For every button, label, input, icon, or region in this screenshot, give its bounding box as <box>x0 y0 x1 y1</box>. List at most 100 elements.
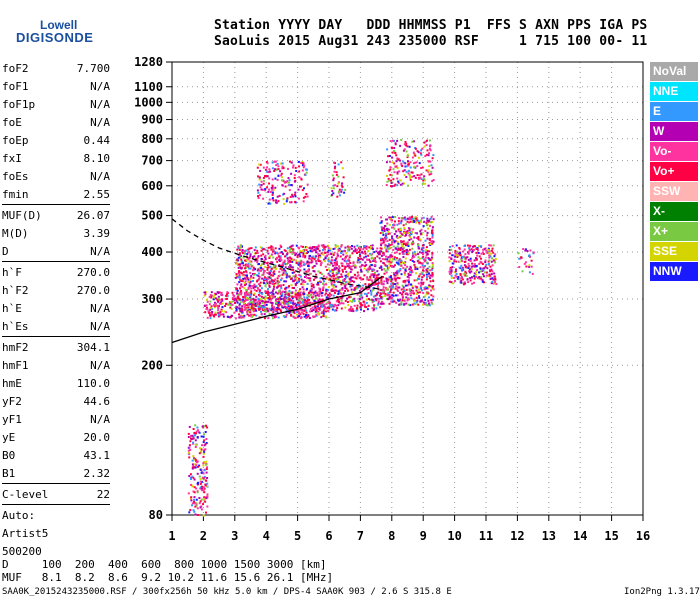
echo-point <box>276 260 279 263</box>
echo-point <box>473 281 475 284</box>
echo-point <box>382 276 385 278</box>
echo-point <box>241 272 243 275</box>
echo-point <box>425 268 428 271</box>
echo-point <box>387 288 390 291</box>
param-row: foF2 7.700 <box>2 60 110 78</box>
echo-point <box>334 244 337 247</box>
echo-point <box>394 264 396 267</box>
echo-point <box>396 276 399 279</box>
echo-point <box>354 266 357 269</box>
echo-point <box>263 256 266 259</box>
echo-point <box>289 301 292 304</box>
echo-point <box>202 489 205 492</box>
echo-point <box>234 276 237 279</box>
echo-point <box>284 291 287 294</box>
echo-point <box>398 303 401 306</box>
echo-point <box>315 255 318 258</box>
echo-point <box>256 301 259 304</box>
echo-point <box>383 280 386 283</box>
echo-point <box>205 460 208 463</box>
echo-point <box>208 311 211 314</box>
echo-point <box>417 278 420 280</box>
echo-point <box>316 305 319 308</box>
echo-point <box>260 180 263 183</box>
echo-point <box>293 287 295 289</box>
echo-point <box>253 299 256 302</box>
echo-point <box>269 308 272 311</box>
echo-point <box>408 289 411 292</box>
echo-point <box>402 280 405 283</box>
echo-point <box>452 282 455 285</box>
echo-point <box>191 459 194 462</box>
echo-point <box>418 247 421 250</box>
echo-point <box>409 161 412 164</box>
echo-point <box>204 461 207 464</box>
echo-point <box>256 259 259 262</box>
echo-point <box>401 245 404 248</box>
echo-point <box>341 288 344 291</box>
echo-point <box>203 491 206 494</box>
echo-point <box>199 482 202 485</box>
echo-point <box>400 301 403 304</box>
echo-point <box>327 244 330 247</box>
echo-point <box>363 310 365 313</box>
echo-point <box>390 286 393 289</box>
echo-point <box>264 317 266 320</box>
footer-distance-line: D 100 200 400 600 800 1000 1500 3000 [km… <box>2 558 327 571</box>
echo-point <box>394 220 396 223</box>
echo-point <box>226 295 229 298</box>
echo-point <box>488 259 491 262</box>
echo-point <box>298 176 301 179</box>
echo-point <box>212 295 215 298</box>
echo-point <box>401 248 404 251</box>
echo-point <box>327 302 330 305</box>
echo-point <box>403 228 406 231</box>
echo-point <box>298 253 301 256</box>
echo-point <box>221 306 224 309</box>
echo-point <box>243 252 246 255</box>
echo-point <box>353 250 356 253</box>
echo-point <box>336 245 339 248</box>
echo-point <box>399 222 402 225</box>
echo-point <box>366 258 368 261</box>
echo-point <box>308 257 311 260</box>
echo-point <box>475 271 478 273</box>
echo-point <box>252 280 254 282</box>
echo-point <box>244 270 247 273</box>
echo-point <box>464 272 467 275</box>
echo-point <box>190 483 192 486</box>
echo-point <box>342 282 345 285</box>
echo-point <box>310 310 313 313</box>
echo-point <box>421 251 424 254</box>
echo-point <box>401 165 404 168</box>
echo-point <box>380 254 383 257</box>
echo-point <box>416 174 419 177</box>
echo-point <box>262 182 265 185</box>
y-tick-label: 1000 <box>134 95 163 109</box>
echo-point <box>475 251 478 254</box>
echo-point <box>524 261 527 264</box>
echo-point <box>304 256 307 259</box>
echo-point <box>375 283 378 286</box>
echo-point <box>477 249 480 252</box>
echo-point <box>395 285 398 288</box>
echo-point <box>268 257 271 260</box>
echo-point <box>355 287 358 290</box>
echo-point <box>286 180 289 183</box>
echo-point <box>266 170 269 173</box>
echo-point <box>431 180 434 183</box>
param-name: yF1 <box>2 413 22 426</box>
echo-point <box>383 230 386 232</box>
echo-point <box>223 310 226 313</box>
echo-point <box>399 227 402 230</box>
echo-point <box>280 285 283 288</box>
echo-point <box>429 274 432 277</box>
echo-point <box>257 175 260 178</box>
echo-point <box>394 287 397 290</box>
param-name: hmF1 <box>2 359 29 372</box>
echo-point <box>258 263 260 265</box>
echo-point <box>429 259 432 262</box>
echo-point <box>205 471 208 474</box>
echo-point <box>293 310 296 313</box>
echo-point <box>310 261 313 264</box>
